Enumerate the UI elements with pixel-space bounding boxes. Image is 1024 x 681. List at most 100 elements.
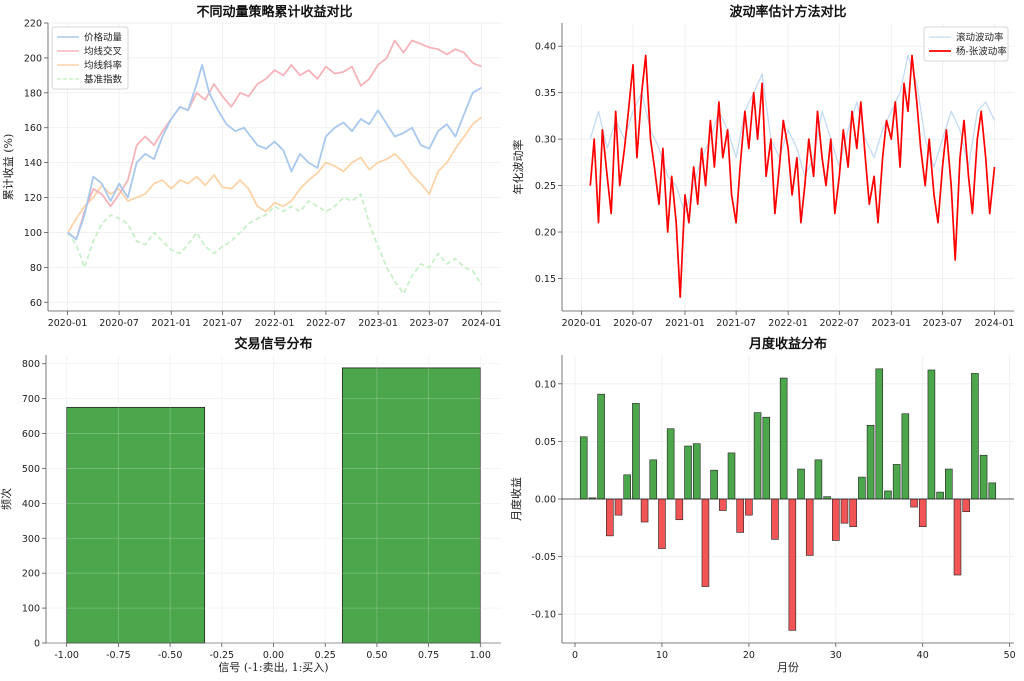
x-tick-label: 2022-07 xyxy=(819,318,859,329)
x-tick-label: 2024-01 xyxy=(975,318,1015,329)
x-tick-label: 0.50 xyxy=(366,650,387,661)
y-tick-label: 0.05 xyxy=(535,437,556,448)
x-tick-label: -0.75 xyxy=(106,650,131,661)
y-tick-label: 500 xyxy=(22,464,40,475)
legend-label: 滚动波动率 xyxy=(956,32,1004,44)
month-bar xyxy=(832,498,840,541)
y-tick-label: 60 xyxy=(30,298,42,309)
y-tick-label: 0.30 xyxy=(535,135,556,146)
series-line-benchmark xyxy=(67,193,483,295)
y-tick-label: 220 xyxy=(24,19,42,30)
x-axis-title: 信号 (-1:卖出, 1:买入) xyxy=(218,660,328,674)
y-axis-title: 累计收益 (%) xyxy=(1,134,15,201)
x-tick-label: 2023-07 xyxy=(923,318,963,329)
month-bar xyxy=(962,498,970,512)
month-bar xyxy=(640,498,649,523)
month-bar xyxy=(805,498,814,556)
legend-box xyxy=(923,26,1009,62)
series-line-ma_cross xyxy=(67,39,482,241)
y-tick-label: 800 xyxy=(22,359,40,370)
panel-monthly: 0 10 20 30 40 50 -0.10 -0.05 0.00 0.05 0.10 月度收益分布月… xyxy=(509,336,1016,674)
month-bar xyxy=(579,436,588,500)
x-tick-label: 2020-01 xyxy=(48,318,88,329)
chart-title: 月度收益分布 xyxy=(748,336,827,352)
month-bar xyxy=(727,452,736,500)
x-tick-label: 0.25 xyxy=(315,650,336,661)
y-tick-label: 0.00 xyxy=(535,495,556,506)
x-tick-label: 0 xyxy=(572,650,578,661)
x-tick-label: 2021-07 xyxy=(716,318,756,329)
y-tick-label: 0.10 xyxy=(535,379,556,390)
month-bar xyxy=(927,369,936,500)
x-axis-title: 月份 xyxy=(777,661,799,674)
x-tick-label: 2020-07 xyxy=(613,318,653,329)
month-bar xyxy=(606,498,614,537)
y-axis-title: 年化波动率 xyxy=(511,140,525,195)
x-tick-label: 2022-01 xyxy=(768,318,808,329)
y-tick-label: -0.05 xyxy=(531,552,556,563)
y-tick-label: 160 xyxy=(24,123,42,134)
month-bar xyxy=(858,476,866,500)
y-axis-title: 月度收益 xyxy=(509,477,523,521)
month-bar xyxy=(945,468,953,500)
month-bar xyxy=(675,498,684,521)
month-bar xyxy=(901,413,910,500)
signal-bar xyxy=(341,367,481,644)
month-bar xyxy=(701,498,710,587)
month-bar xyxy=(736,498,744,533)
chart-title: 波动率估计方法对比 xyxy=(729,4,846,20)
panel-cumret: 2020-01 2020-07 2021-01 2021-07 2022-01 2022-… xyxy=(1,4,501,329)
y-tick-label: 400 xyxy=(22,499,40,510)
series-line-momentum xyxy=(67,64,482,241)
month-bar xyxy=(745,498,753,516)
y-tick-label: 300 xyxy=(22,534,40,545)
series-line-ma_slope xyxy=(67,116,483,233)
month-bar xyxy=(658,498,666,549)
y-tick-label: 0.25 xyxy=(535,181,556,192)
chart-title: 不同动量策略累计收益对比 xyxy=(196,4,352,20)
month-bar xyxy=(753,412,762,500)
y-tick-label: 140 xyxy=(24,158,42,169)
x-tick-label: 2023-07 xyxy=(409,318,449,329)
month-bar xyxy=(979,454,988,500)
x-tick-label: 30 xyxy=(830,650,842,661)
legend-label: 均线交叉 xyxy=(84,46,123,58)
y-tick-label: 120 xyxy=(24,193,42,204)
x-tick-label: 2020-01 xyxy=(562,318,602,329)
month-bar xyxy=(692,443,701,500)
y-tick-label: -0.10 xyxy=(531,610,556,621)
legend-box xyxy=(51,26,129,90)
month-bar xyxy=(988,482,997,500)
y-tick-label: 80 xyxy=(30,263,42,274)
month-bar xyxy=(788,498,797,631)
panel-vol: 2020-01 2020-07 2021-01 2021-07 2022-01 2022-… xyxy=(511,4,1014,329)
y-tick-label: 0.40 xyxy=(535,42,556,53)
month-bar xyxy=(884,490,892,500)
x-tick-label: 0.00 xyxy=(263,650,284,661)
y-tick-label: 0.20 xyxy=(535,228,556,239)
y-tick-label: 100 xyxy=(24,228,42,239)
month-bar xyxy=(614,498,623,516)
series-line-yz_vol xyxy=(589,54,996,298)
month-bar xyxy=(623,474,631,500)
x-tick-label: 2021-01 xyxy=(151,318,191,329)
month-bar xyxy=(910,498,918,508)
legend-label: 价格动量 xyxy=(84,32,123,44)
y-tick-label: 200 xyxy=(24,53,42,64)
legend-label: 均线斜率 xyxy=(84,60,123,72)
x-tick-label: 2023-01 xyxy=(871,318,911,329)
month-bar xyxy=(866,424,875,500)
panel-signals: -1.00 -0.75 -0.50 -0.25 0.00 0.25 0.50 0.75 1.00… xyxy=(0,336,501,674)
x-tick-label: 1.00 xyxy=(470,650,491,661)
legend-label: 基准指数 xyxy=(84,74,123,86)
x-tick-label: 2023-01 xyxy=(358,318,398,329)
month-bar xyxy=(849,498,857,527)
y-tick-label: 100 xyxy=(22,604,40,615)
x-tick-label: 2021-07 xyxy=(203,318,243,329)
signal-bar xyxy=(66,406,206,644)
y-tick-label: 200 xyxy=(22,569,40,580)
month-bar xyxy=(597,393,605,500)
